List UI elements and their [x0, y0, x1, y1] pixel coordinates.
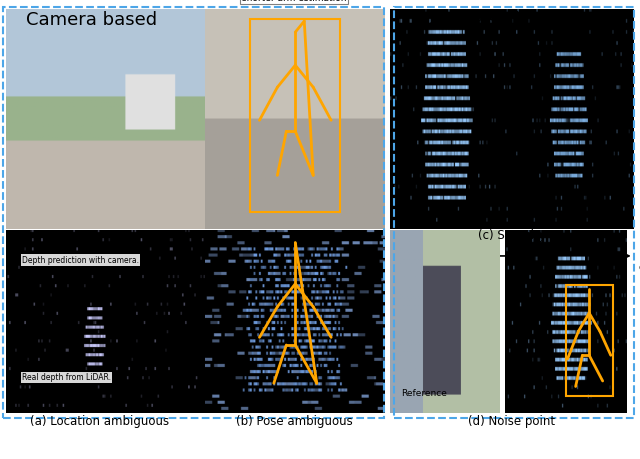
Text: LiDAR based: LiDAR based	[406, 11, 520, 29]
Text: (b) Pose ambiguous: (b) Pose ambiguous	[236, 415, 353, 428]
Text: 10m: 10m	[440, 269, 462, 279]
Bar	[250, 19, 340, 212]
Text: Reference: Reference	[401, 389, 447, 398]
Text: (a) Location ambiguous: (a) Location ambiguous	[29, 415, 169, 428]
Text: Real depth from LiDAR.: Real depth from LiDAR.	[22, 373, 111, 382]
Text: (c) Sparsity: (c) Sparsity	[478, 230, 546, 242]
Bar	[566, 285, 614, 396]
Text: (d) Noise point: (d) Noise point	[468, 415, 556, 428]
Text: Depth prediction with camera.: Depth prediction with camera.	[22, 256, 140, 264]
Text: Camera based: Camera based	[26, 11, 157, 29]
Text: distance: distance	[639, 263, 640, 272]
Text: shorter arm estimation: shorter arm estimation	[242, 0, 347, 3]
Text: 20m: 20m	[555, 269, 577, 279]
